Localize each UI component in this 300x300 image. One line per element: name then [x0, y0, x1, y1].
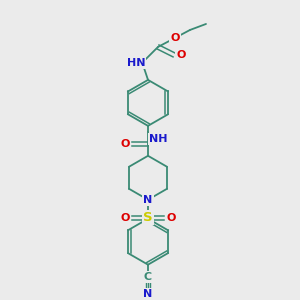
- Text: N: N: [143, 289, 153, 298]
- Text: N: N: [143, 195, 153, 205]
- Text: O: O: [120, 213, 130, 223]
- Text: O: O: [176, 50, 186, 60]
- Text: HN: HN: [127, 58, 145, 68]
- Text: O: O: [170, 33, 180, 43]
- Text: NH: NH: [149, 134, 167, 144]
- Text: O: O: [120, 139, 130, 149]
- Text: S: S: [143, 211, 153, 224]
- Text: C: C: [144, 272, 152, 282]
- Text: O: O: [166, 213, 176, 223]
